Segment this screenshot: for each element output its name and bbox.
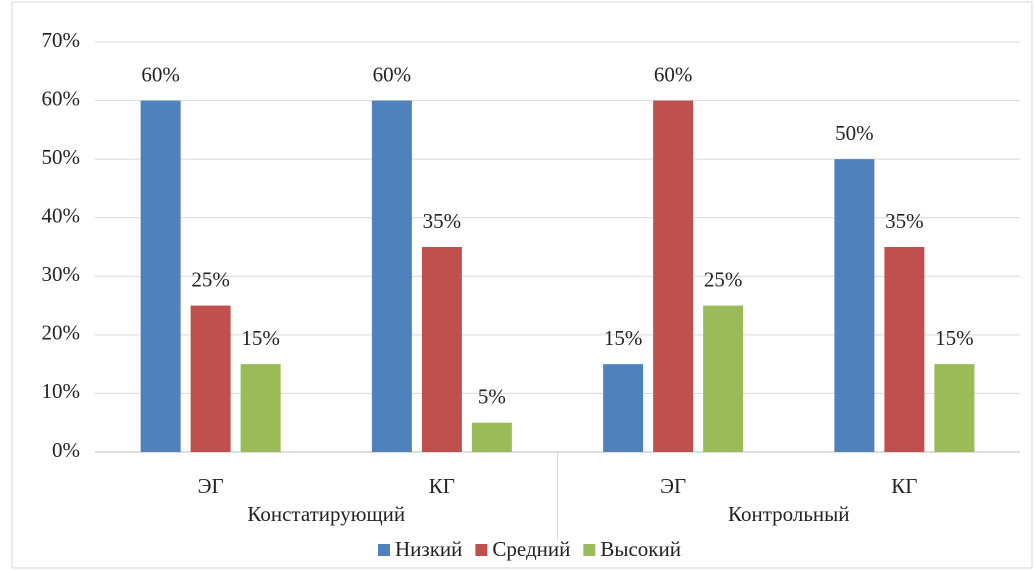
legend-label: Средний (492, 537, 570, 561)
data-label: 35% (885, 209, 924, 233)
y-tick-label: 20% (42, 321, 81, 345)
bar (140, 100, 181, 453)
group-label: Контрольный (728, 502, 850, 526)
legend-swatch (583, 544, 596, 556)
data-label: 60% (654, 62, 693, 86)
x-tick-label: КГ (429, 474, 455, 498)
bar (421, 247, 462, 452)
data-label: 5% (478, 385, 506, 409)
data-label: 25% (704, 267, 743, 291)
data-label: 35% (423, 209, 462, 233)
y-tick-label: 30% (42, 262, 81, 286)
bar (884, 247, 925, 452)
legend-label: Высокий (600, 537, 681, 561)
bar (653, 100, 694, 453)
data-label: 25% (191, 267, 230, 291)
x-tick-label: ЭГ (198, 474, 224, 498)
y-tick-label: 60% (42, 86, 81, 110)
bar (190, 305, 231, 452)
legend-swatch (378, 544, 390, 556)
y-tick-label: 0% (52, 438, 80, 462)
bar (834, 159, 875, 452)
x-tick-label: КГ (891, 474, 917, 498)
data-label: 15% (241, 326, 280, 350)
y-tick-label: 10% (42, 379, 81, 403)
y-tick-label: 50% (42, 145, 81, 169)
data-label: 60% (373, 62, 412, 86)
bar (934, 364, 975, 452)
legend-label: Низкий (395, 537, 462, 561)
bar (240, 364, 281, 452)
data-label: 15% (935, 326, 974, 350)
bar (371, 100, 412, 453)
y-tick-label: 70% (42, 28, 81, 52)
bar (703, 305, 744, 452)
data-label: 60% (141, 62, 180, 86)
data-label: 50% (835, 121, 874, 145)
data-label: 15% (604, 326, 643, 350)
bar (471, 422, 512, 452)
x-tick-label: ЭГ (660, 474, 686, 498)
group-label: Констатирующий (247, 502, 405, 526)
y-tick-label: 40% (42, 204, 81, 228)
legend-swatch (475, 544, 488, 556)
bar (603, 364, 644, 452)
